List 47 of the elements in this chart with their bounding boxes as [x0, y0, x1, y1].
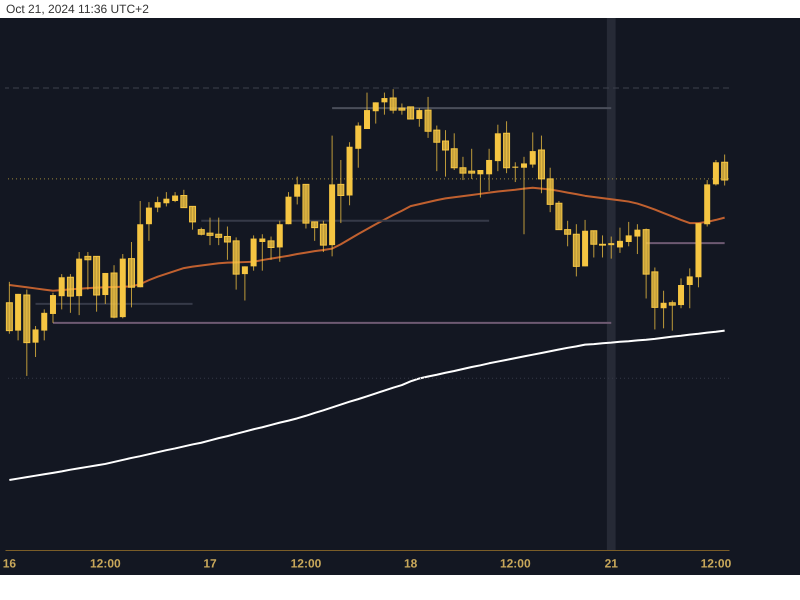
- candlestick: [381, 92, 388, 116]
- candlestick: [521, 156, 528, 235]
- candlestick: [41, 308, 48, 341]
- candlestick: [172, 192, 178, 203]
- candlestick: [32, 326, 39, 358]
- candlestick: [276, 220, 283, 262]
- candlestick: [616, 227, 623, 254]
- candlestick: [721, 154, 728, 186]
- x-tick-label: 12:00: [700, 556, 732, 570]
- candlestick: [58, 274, 65, 310]
- candlestick: [626, 221, 632, 247]
- candlestick: [50, 292, 56, 324]
- x-tick-label: 12:00: [500, 556, 531, 570]
- candlestick: [686, 268, 693, 309]
- candlestick: [337, 159, 344, 224]
- candlestick: [66, 274, 74, 314]
- candlestick: [294, 176, 300, 205]
- candlestick: [668, 300, 676, 332]
- x-tick-label: 17: [203, 556, 217, 570]
- candlestick: [163, 192, 170, 207]
- candlestick: [320, 220, 327, 253]
- candlestick: [712, 159, 719, 186]
- candlestick: [372, 102, 379, 124]
- x-tick-label: 16: [2, 556, 16, 570]
- candlestick: [242, 266, 248, 301]
- candlestick: [608, 236, 614, 260]
- candlestick: [416, 108, 422, 128]
- candlestick: [477, 170, 484, 198]
- candlestick: [390, 88, 397, 114]
- candlestick: [102, 272, 108, 304]
- candlestick: [355, 122, 362, 168]
- candlestick: [530, 132, 536, 168]
- candlestick: [364, 92, 370, 130]
- candlestick: [268, 236, 275, 260]
- candlestick: [486, 148, 492, 192]
- x-tick-label: 21: [604, 556, 618, 570]
- x-tick-label: 18: [404, 556, 418, 570]
- candlestick: [424, 96, 432, 138]
- candlestick: [660, 290, 667, 329]
- x-tick-label: 12:00: [290, 556, 322, 570]
- candlestick: [154, 196, 161, 213]
- candlestick: [146, 202, 152, 242]
- candlestick: [678, 278, 684, 309]
- x-tick-label: 12:00: [90, 556, 121, 570]
- text: Oct 21, 2024 11:36 UTC+2: [6, 1, 150, 18]
- candlestick: [634, 224, 640, 255]
- candlestick: [259, 234, 266, 272]
